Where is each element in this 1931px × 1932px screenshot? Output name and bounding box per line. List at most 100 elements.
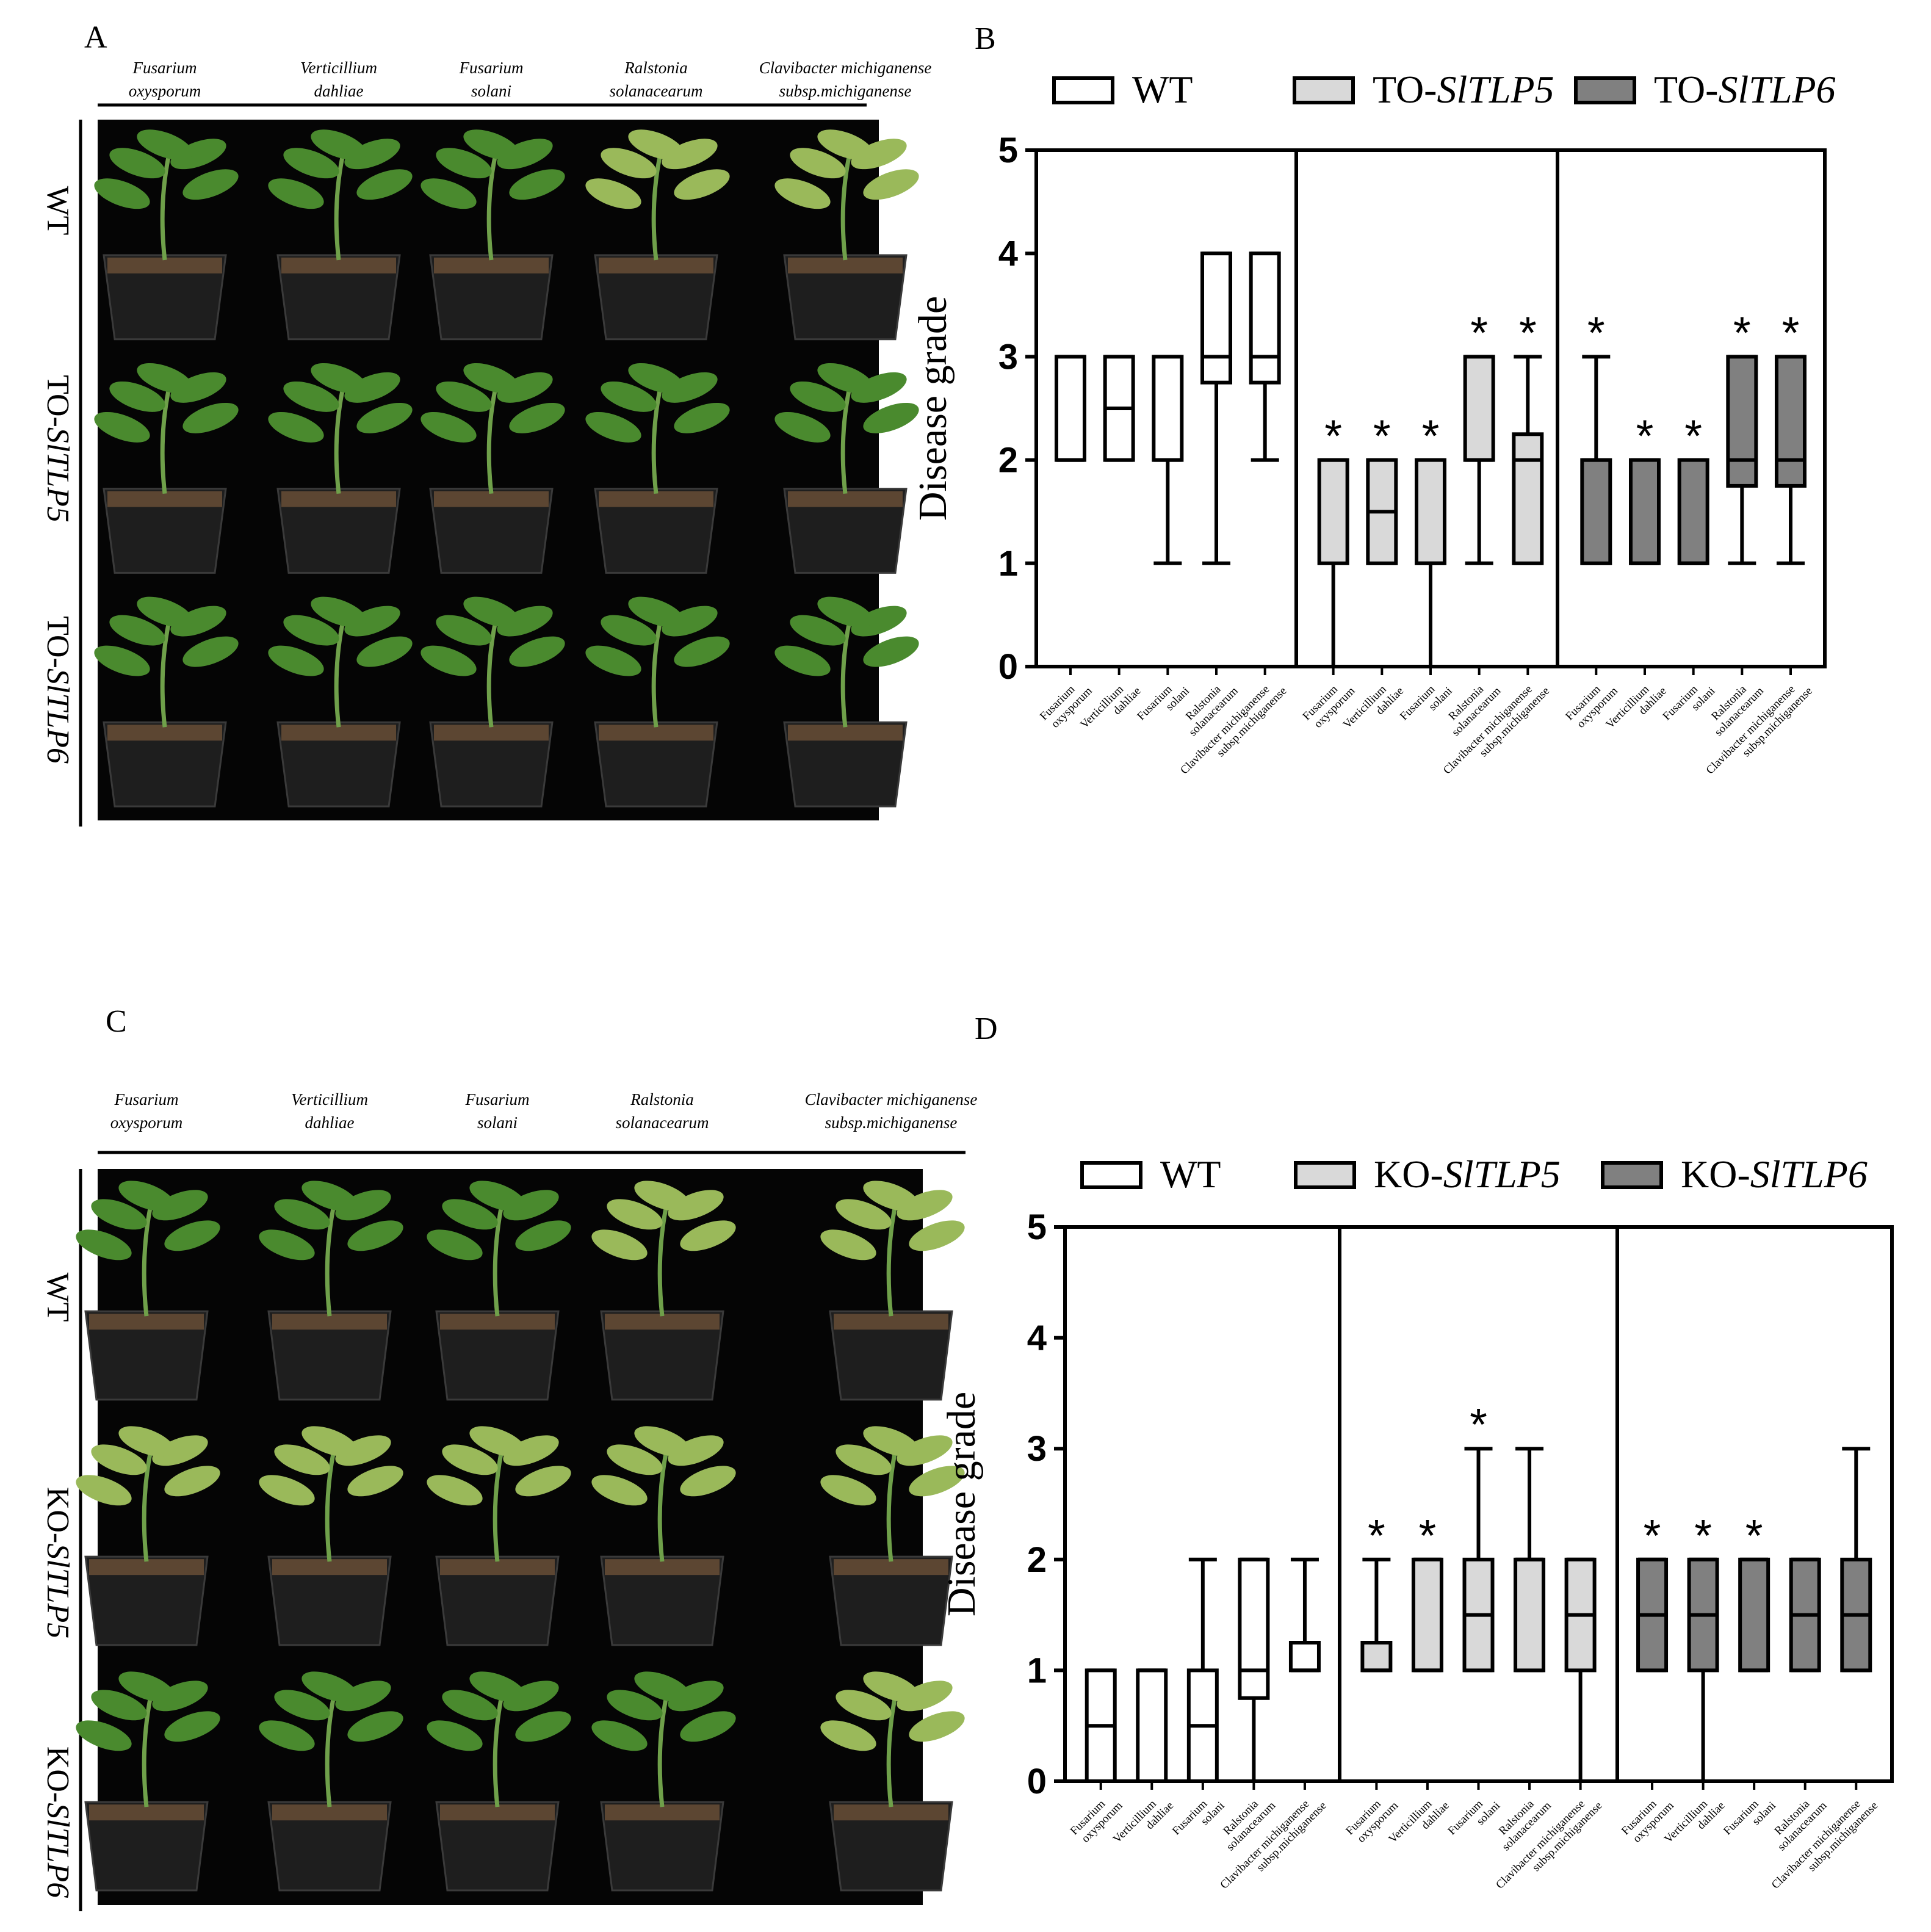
pot [594, 721, 718, 808]
soil [434, 725, 549, 741]
box [1054, 355, 1086, 462]
leaf [607, 1199, 663, 1230]
leaf [347, 1711, 403, 1742]
leaf [259, 1229, 315, 1261]
pot [267, 1801, 392, 1892]
leaf [311, 129, 367, 161]
leaf [674, 636, 730, 667]
pot [829, 1801, 953, 1892]
x-tick-label: Fusariumsolani [1135, 675, 1192, 733]
leaf [607, 1690, 663, 1721]
stem [486, 156, 497, 261]
stem [493, 1207, 504, 1317]
pot [435, 1310, 560, 1401]
leaf [436, 615, 492, 646]
stem [886, 1698, 897, 1807]
pot [594, 488, 718, 574]
y-tick-label: 1 [998, 544, 1018, 584]
leaf [274, 1690, 330, 1721]
leaf [628, 596, 684, 628]
legend-swatch [1294, 1161, 1356, 1189]
pot [829, 1555, 953, 1646]
leaf [601, 381, 657, 412]
soil [281, 491, 396, 507]
significance-star: * [1684, 411, 1702, 461]
pot [594, 254, 718, 341]
x-tick-label: Fusariumsolani [1398, 675, 1455, 733]
leaf [497, 606, 553, 637]
leaf [427, 1475, 483, 1506]
significance-star: * [1587, 307, 1605, 358]
leaf [356, 402, 413, 433]
leaf [503, 1190, 559, 1221]
leaf [851, 372, 907, 403]
leaf [91, 1690, 147, 1721]
leaf [344, 372, 400, 403]
pot [429, 254, 554, 341]
y-tick-label: 5 [998, 131, 1018, 170]
leaf [94, 411, 150, 443]
leaf [268, 411, 324, 443]
significance-star: * [1368, 1510, 1385, 1561]
y-axis-label: Disease grade [911, 296, 955, 521]
leaf [182, 636, 239, 667]
leaf [259, 1720, 315, 1751]
soil [107, 257, 222, 273]
y-tick-label: 0 [1027, 1762, 1047, 1801]
box [1677, 458, 1709, 565]
y-tick-label: 4 [998, 234, 1018, 273]
leaf [634, 1671, 690, 1702]
soil [89, 1559, 204, 1576]
soil [834, 1559, 948, 1576]
leaf [774, 411, 831, 443]
leaf [509, 169, 565, 200]
panel-letter: C [106, 1004, 127, 1039]
leaf [820, 1229, 876, 1261]
pathogen-header: Ralstonia [624, 59, 688, 77]
leaf [497, 372, 553, 403]
soil [281, 725, 396, 741]
x-tick-label: Verticilliumdahliae [1078, 675, 1143, 740]
pot [103, 721, 227, 808]
leaf [863, 636, 919, 667]
photo [76, 1169, 965, 1905]
soil [788, 257, 903, 273]
soil [89, 1804, 204, 1821]
leaf [137, 596, 193, 628]
leaf [790, 381, 846, 412]
leaf [820, 1475, 876, 1506]
leaf [820, 1720, 876, 1751]
stem [486, 390, 497, 494]
legend-swatch [1052, 76, 1114, 104]
box [1726, 355, 1758, 488]
leaf [420, 411, 477, 443]
stem [334, 623, 345, 728]
leaf [170, 139, 226, 170]
row-label: WT [40, 1273, 75, 1322]
significance-star: * [1419, 1510, 1437, 1561]
pathogen-header: Ralstonia [630, 1090, 694, 1109]
pathogen-header: subsp.michiganense [779, 82, 912, 100]
stem [142, 1453, 153, 1562]
legend-swatch [1574, 76, 1636, 104]
leaf [515, 1711, 571, 1742]
box [1775, 355, 1807, 488]
y-axis-label: Disease grade [939, 1392, 984, 1616]
pot [84, 1310, 209, 1401]
leaf [152, 1681, 208, 1712]
legend-label: TO-SlTLP5 [1373, 68, 1554, 111]
leaf [463, 129, 519, 161]
pathogen-header: oxysporum [129, 82, 201, 100]
pot [783, 721, 908, 808]
leaf [897, 1435, 953, 1466]
leaf [836, 1444, 892, 1475]
leaf [469, 1426, 525, 1457]
pot [276, 488, 401, 574]
leaf [634, 1426, 690, 1457]
box [1415, 458, 1446, 565]
leaf [436, 148, 492, 179]
leaf [344, 606, 400, 637]
